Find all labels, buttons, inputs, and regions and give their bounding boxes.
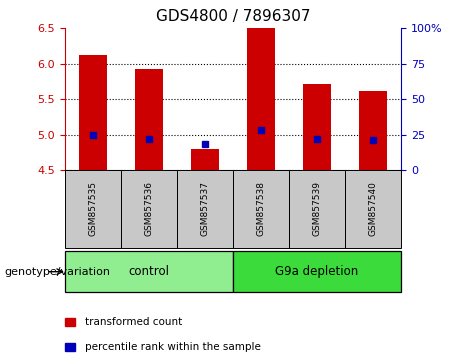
Bar (303, 84, 331, 170)
Text: GSM857539: GSM857539 (313, 181, 321, 236)
Text: G9a depletion: G9a depletion (275, 265, 359, 278)
Bar (359, 91, 387, 170)
Text: genotype/variation: genotype/variation (5, 267, 111, 277)
Text: GSM857540: GSM857540 (368, 181, 378, 236)
Text: transformed count: transformed count (85, 317, 183, 327)
Text: GSM857537: GSM857537 (200, 181, 209, 236)
Text: percentile rank within the sample: percentile rank within the sample (85, 342, 261, 352)
Text: GSM857538: GSM857538 (256, 181, 266, 236)
Title: GDS4800 / 7896307: GDS4800 / 7896307 (155, 9, 310, 24)
Text: control: control (128, 265, 169, 278)
Bar (135, 69, 163, 170)
Text: GSM857535: GSM857535 (88, 181, 97, 236)
Bar (247, 28, 275, 170)
Bar (78, 55, 106, 170)
Text: GSM857536: GSM857536 (144, 181, 153, 236)
Bar (191, 149, 219, 170)
